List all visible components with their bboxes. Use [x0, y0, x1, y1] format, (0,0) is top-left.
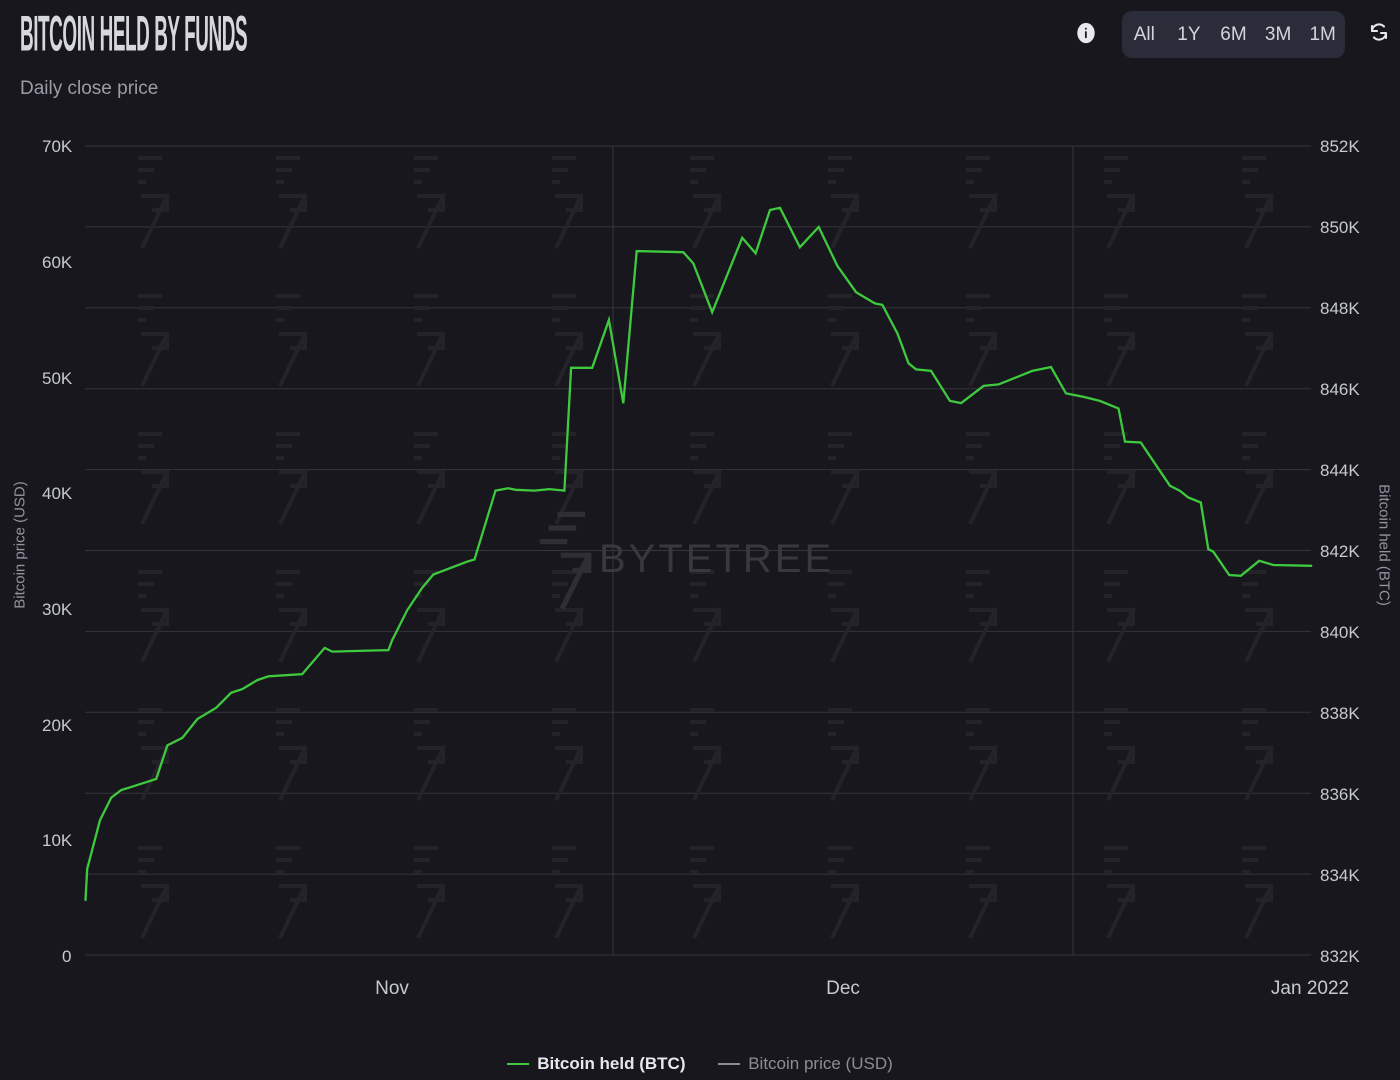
svg-text:BYTETREE: BYTETREE: [599, 537, 834, 581]
